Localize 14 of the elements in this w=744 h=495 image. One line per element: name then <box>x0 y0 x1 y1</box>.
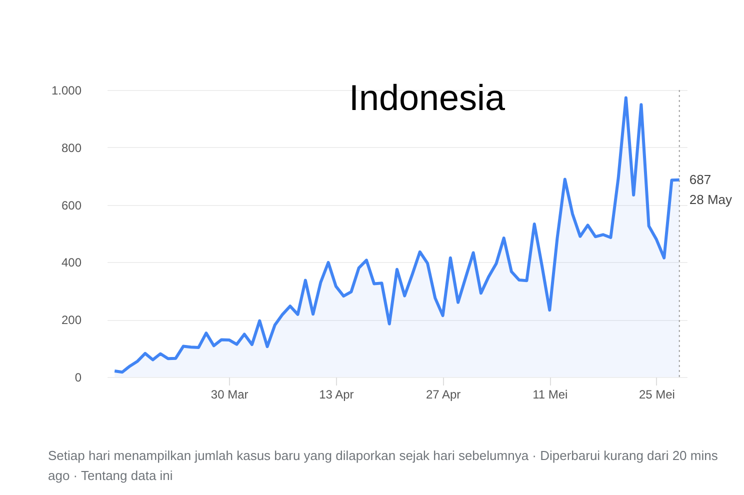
x-tick-label: 27 Apr <box>426 388 461 402</box>
y-tick-label: 200 <box>61 313 82 328</box>
y-tick-label: 1.000 <box>51 84 82 98</box>
y-tick-label: 0 <box>74 370 82 384</box>
y-tick-label: 600 <box>61 198 82 212</box>
x-tick-label: 25 Mei <box>638 388 675 402</box>
x-tick-label: 30 Mar <box>210 388 248 402</box>
x-tick-label: 11 Mei <box>532 388 568 402</box>
x-tick-label: 13 Apr <box>319 388 354 402</box>
chart-title: Indonesia <box>348 77 506 118</box>
annotation: 687 28 May <box>689 172 732 207</box>
y-tick-label: 800 <box>61 140 82 155</box>
y-tick-label: 400 <box>61 256 82 270</box>
text: Setiap hari menampilkan jumlah kasus baru yang dilaporkan sejak hari sebelumnya · Diperbarui kurang dari 20 mins ago · Tentang data ini <box>48 447 719 485</box>
